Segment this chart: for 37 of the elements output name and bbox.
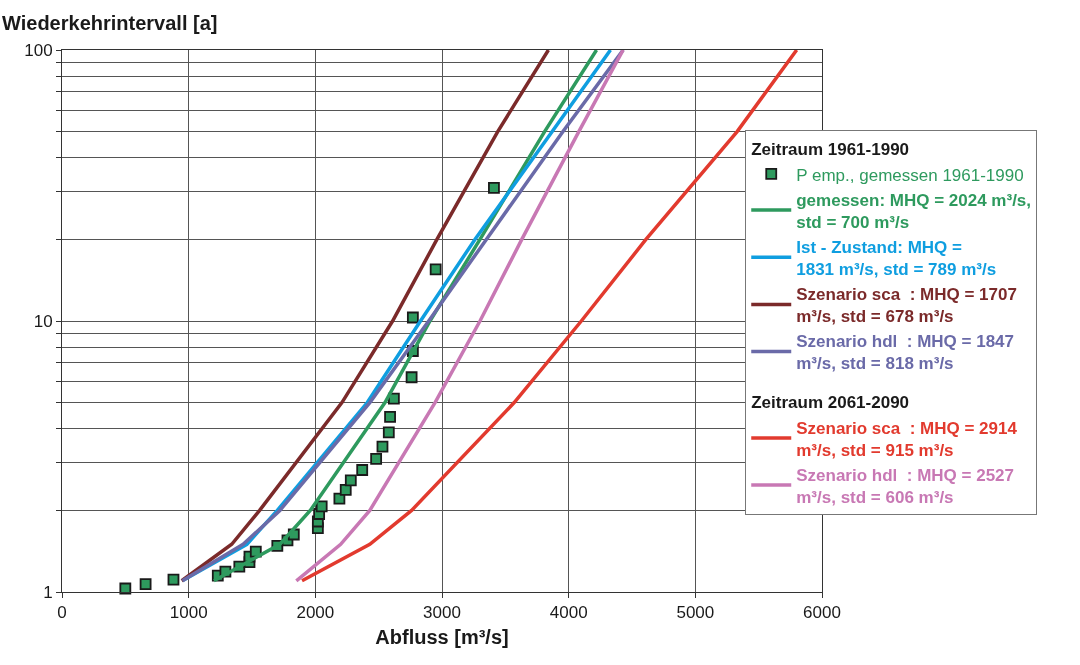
x-tick-label: 0 xyxy=(57,603,67,623)
legend-label: Szenario sca : MHQ = 2914 m³/s, std = 915 m³/s xyxy=(796,418,1018,460)
point xyxy=(344,474,357,487)
y-tick-label: 10 xyxy=(33,311,53,331)
x-tick-label: 1000 xyxy=(169,603,208,623)
x-tick-label: 2000 xyxy=(296,603,335,623)
legend-label: Ist - Zustand: MHQ = 1831 m³/s, std = 789 m³/s xyxy=(796,237,997,279)
x-tick-label: 3000 xyxy=(423,603,461,623)
point xyxy=(429,263,442,276)
line-series xyxy=(294,50,625,583)
legend-title: Zeitraum 1961-1990 xyxy=(751,140,910,160)
legend-label: Szenario hdl : MHQ = 1847 m³/s, std = 818 m³/s xyxy=(796,332,1015,374)
y-tick-label: 100 xyxy=(24,40,53,60)
legend-label: gemessen: MHQ = 2024 m³/s, std = 700 m³/s xyxy=(796,190,1032,232)
point xyxy=(370,452,383,465)
point xyxy=(333,492,346,505)
point xyxy=(356,464,369,476)
point xyxy=(405,371,418,384)
legend-label: Szenario hdl : MHQ = 2527 m³/s, std = 606 m³/s xyxy=(796,465,1015,507)
point xyxy=(382,426,395,439)
x-axis-title: Abfluss [m³/s] xyxy=(375,625,509,648)
point xyxy=(406,311,419,324)
annotation: Zeitraum 2061-2090 xyxy=(751,393,910,413)
point xyxy=(315,500,328,513)
y-tick-label: 1 xyxy=(43,582,53,602)
point xyxy=(387,392,400,405)
y-axis-title: Wiederkehrintervall [a] xyxy=(2,12,218,34)
x-tick-label: 4000 xyxy=(549,603,588,623)
legend-label: P emp., gemessen 1961-1990 xyxy=(796,165,1024,185)
point xyxy=(384,410,396,423)
x-tick-label: 5000 xyxy=(676,603,715,623)
point xyxy=(139,578,152,590)
legend-label: Szenario sca : MHQ = 1707 m³/s, std = 678 m³/s xyxy=(796,285,1017,327)
point xyxy=(167,573,180,586)
x-tick-label: 6000 xyxy=(803,603,841,623)
point xyxy=(339,484,352,496)
point xyxy=(488,181,500,194)
